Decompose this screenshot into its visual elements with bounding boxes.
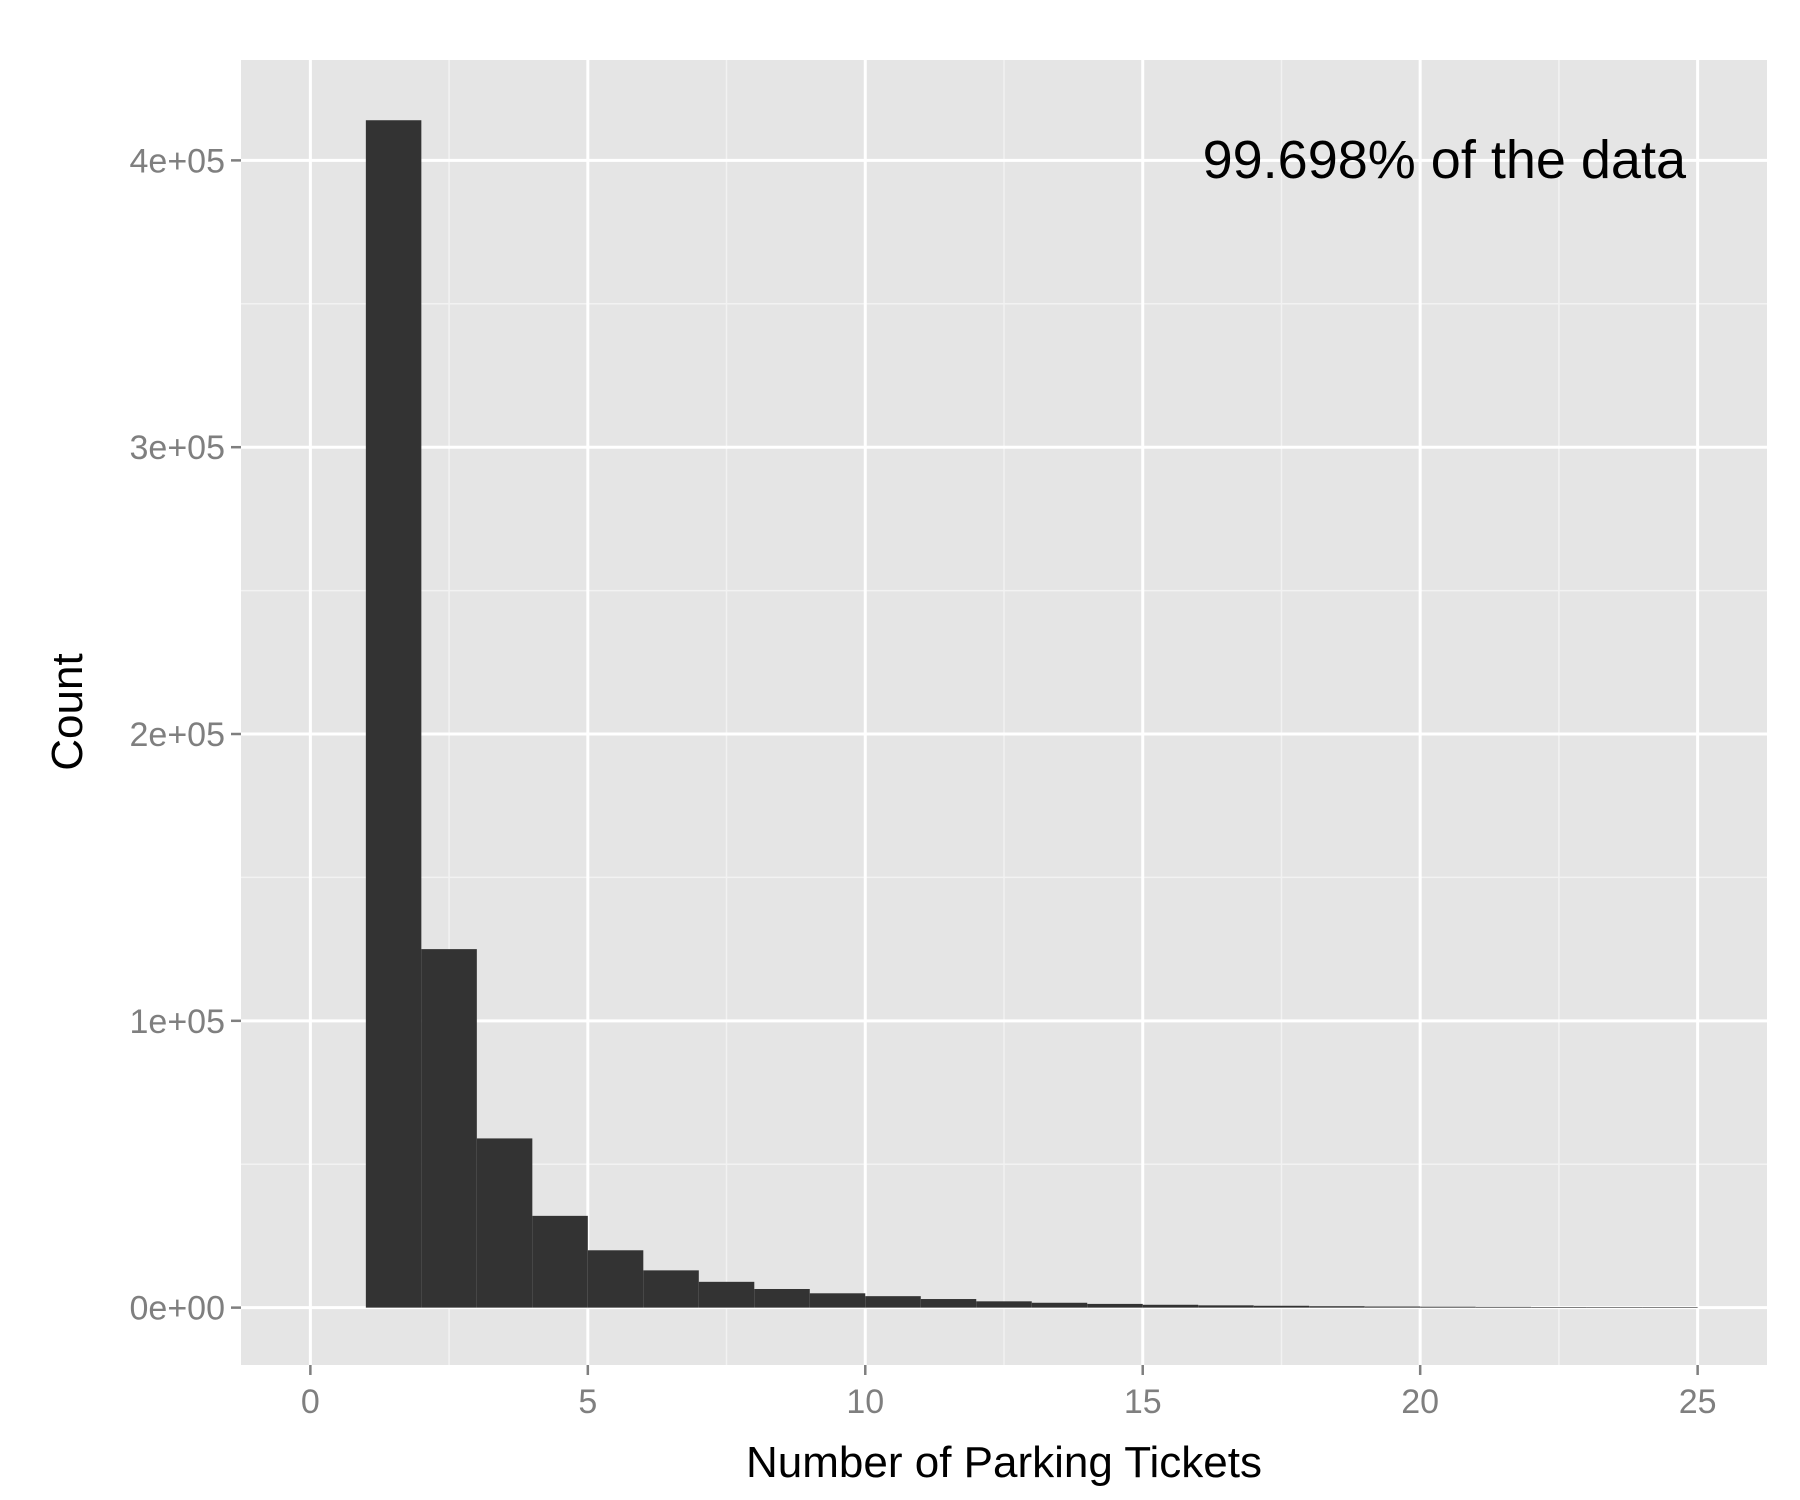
histogram-bar — [1253, 1305, 1310, 1308]
histogram-bar — [976, 1301, 1032, 1308]
histogram-bar — [476, 1138, 533, 1308]
y-axis-ticks: 0e+00 1e+05 2e+05 3e+05 4e+05 — [130, 142, 241, 1328]
histogram-bar — [421, 949, 477, 1308]
histogram-bar — [698, 1281, 755, 1308]
histogram-bars — [365, 120, 1698, 1308]
coverage-annotation: 99.698% of the data — [1203, 130, 1687, 190]
y-axis-title: Count — [43, 653, 92, 770]
y-tick-label: 4e+05 — [130, 142, 226, 180]
x-tick-label: 25 — [1679, 1383, 1717, 1421]
histogram-bar — [809, 1293, 866, 1308]
histogram-bar — [532, 1215, 588, 1308]
histogram-bar — [920, 1299, 977, 1308]
x-tick-label: 10 — [846, 1383, 884, 1421]
histogram-bar — [1420, 1306, 1476, 1308]
histogram-bar — [643, 1270, 699, 1308]
y-tick-label: 3e+05 — [130, 429, 226, 467]
y-tick-label: 2e+05 — [130, 716, 226, 754]
y-tick-label: 1e+05 — [130, 1003, 226, 1041]
histogram-bar — [865, 1296, 921, 1308]
histogram-bar — [1142, 1304, 1199, 1308]
histogram-bar — [1531, 1307, 1587, 1308]
histogram-bar — [1031, 1302, 1088, 1308]
histogram-bar — [587, 1250, 644, 1308]
histogram-bar — [1642, 1307, 1698, 1308]
histogram-bar — [1475, 1306, 1532, 1308]
histogram-bar — [1087, 1303, 1143, 1308]
y-tick-label: 0e+00 — [130, 1290, 226, 1328]
x-tick-label: 0 — [301, 1383, 320, 1421]
x-tick-label: 5 — [578, 1383, 597, 1421]
x-axis-title: Number of Parking Tickets — [746, 1438, 1262, 1487]
x-tick-label: 20 — [1401, 1383, 1439, 1421]
histogram-bar — [754, 1288, 810, 1308]
histogram-bar — [1586, 1307, 1643, 1308]
histogram-bar — [1198, 1305, 1254, 1308]
x-axis-ticks: 0 5 10 15 20 25 — [301, 1365, 1717, 1421]
histogram-bar — [365, 120, 422, 1308]
x-tick-label: 15 — [1124, 1383, 1162, 1421]
minor-gridlines — [241, 60, 1767, 1365]
histogram-bar — [1309, 1306, 1365, 1308]
histogram-bar — [1364, 1306, 1421, 1308]
